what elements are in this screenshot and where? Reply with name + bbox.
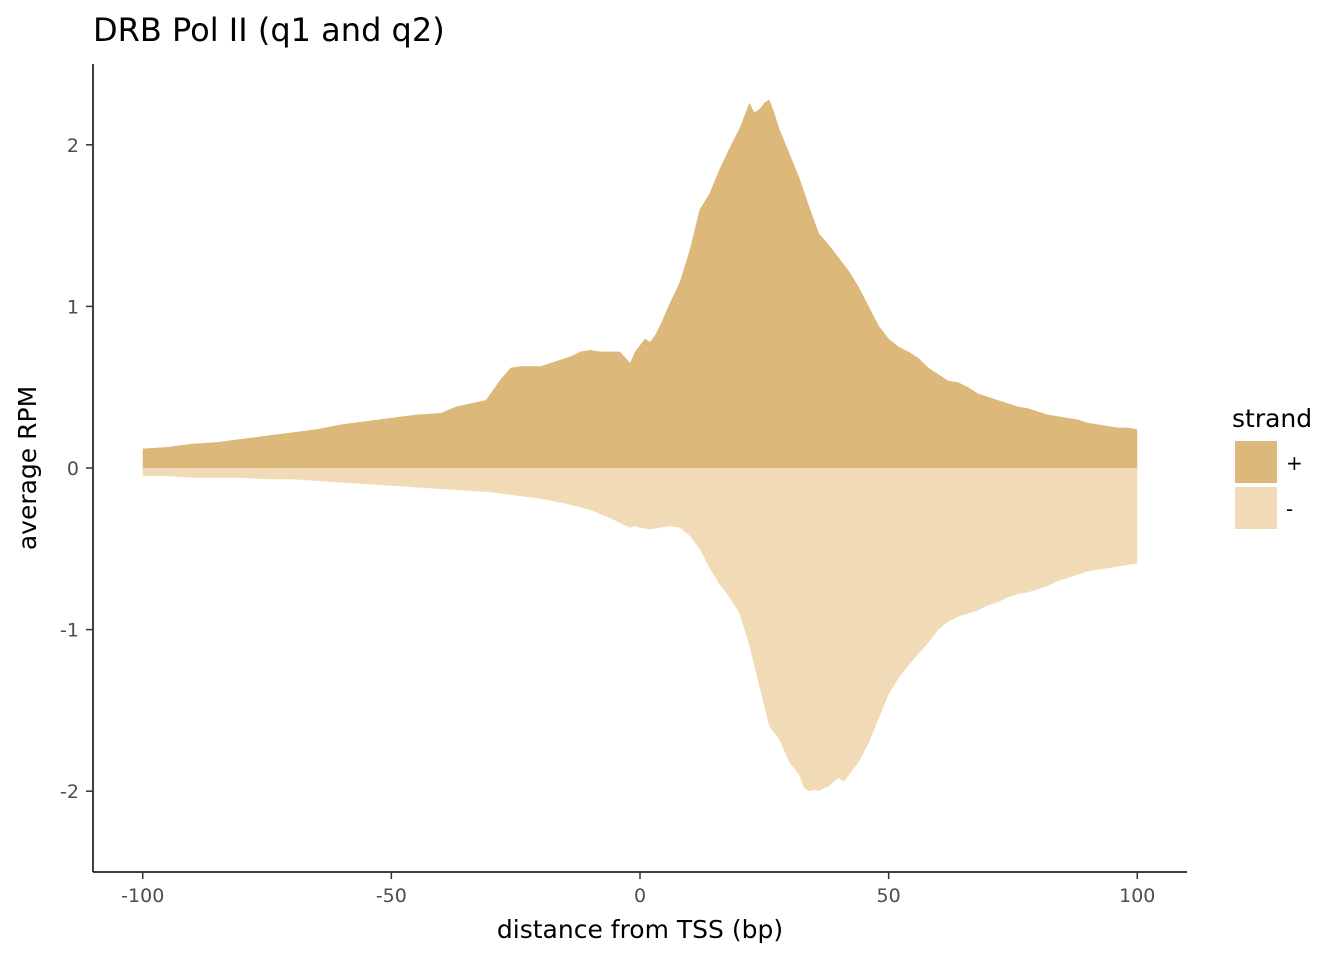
area-series-minus (142, 468, 1138, 792)
x-tick-label: 100 (1119, 885, 1155, 907)
area-series-plus (142, 99, 1138, 469)
y-axis-title: average RPM (13, 386, 42, 550)
legend-label-plus: + (1286, 451, 1303, 475)
legend-key-minus (1235, 487, 1277, 529)
plot-areas (142, 99, 1138, 792)
x-axis-title: distance from TSS (bp) (497, 915, 783, 944)
y-tick-label: -1 (60, 620, 79, 642)
x-tick-label: 0 (634, 885, 646, 907)
y-ticks: -2 -1 0 1 2 (60, 135, 93, 803)
y-tick-label: 0 (67, 458, 79, 480)
chart-title: DRB Pol II (q1 and q2) (93, 11, 445, 49)
y-tick-label: -2 (60, 781, 79, 803)
x-tick-label: 50 (877, 885, 901, 907)
legend-label-minus: - (1286, 497, 1293, 521)
x-tick-label: -100 (121, 885, 164, 907)
x-tick-label: -50 (376, 885, 407, 907)
legend-title: strand (1232, 404, 1312, 433)
legend: strand + - (1232, 404, 1312, 529)
x-ticks: -100 -50 0 50 100 (121, 872, 1155, 907)
y-tick-label: 1 (67, 296, 79, 318)
y-tick-label: 2 (67, 135, 79, 157)
legend-key-plus (1235, 441, 1277, 483)
